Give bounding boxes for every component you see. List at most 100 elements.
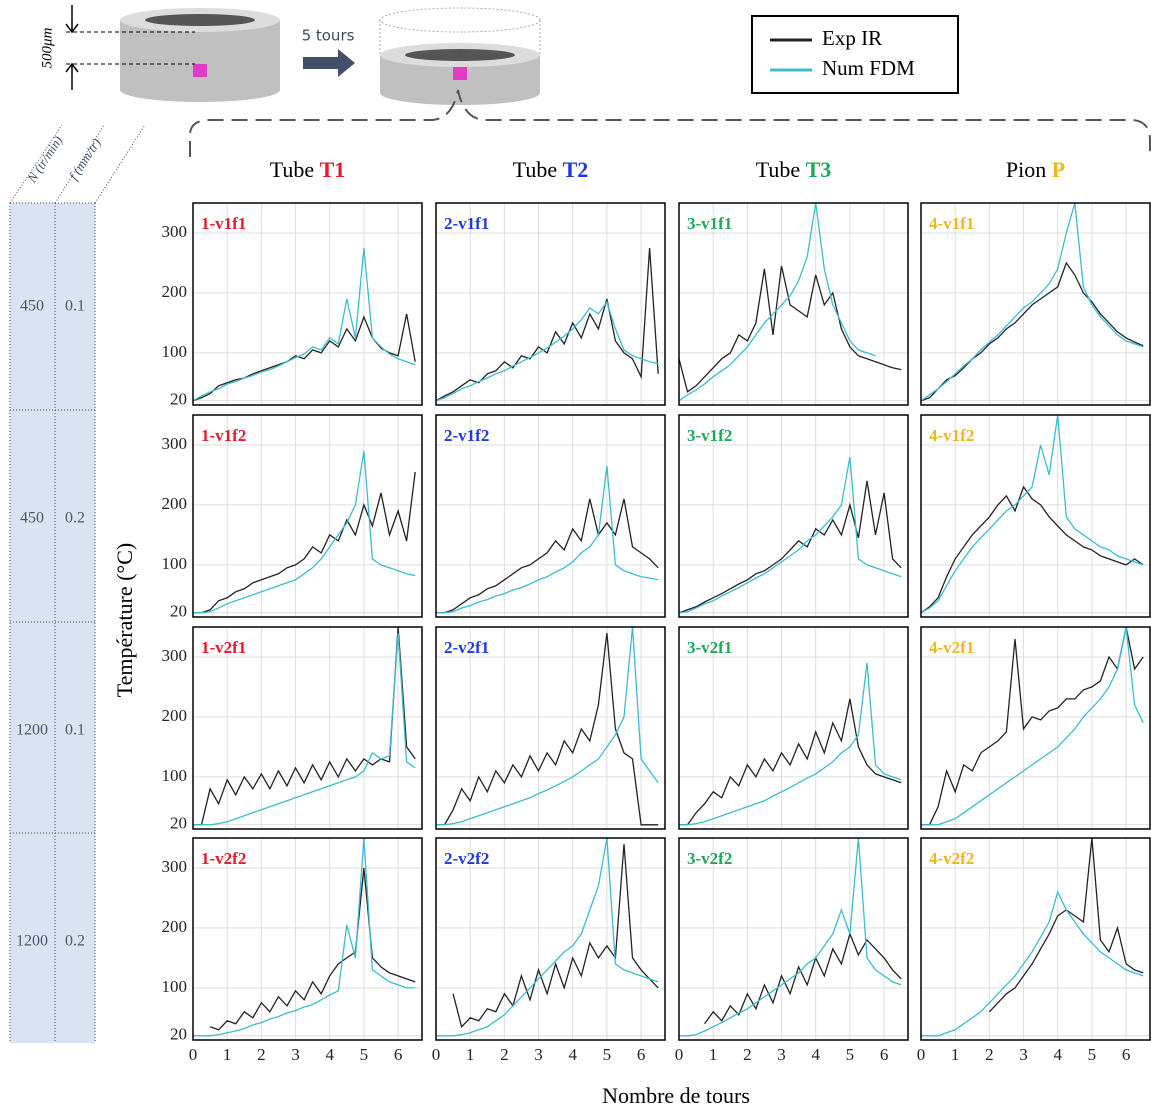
subplot-label: 1-v1f1	[201, 214, 246, 233]
bracket	[189, 89, 1151, 157]
subplot-label: 4-v1f1	[929, 214, 974, 233]
series-line	[921, 627, 1144, 826]
subplot: 4-v1f2	[920, 414, 1151, 618]
series-line	[436, 300, 659, 402]
subplot: 20 100 200 300 1-v1f1	[162, 202, 423, 409]
column-prefix: Tube	[513, 157, 557, 182]
plot-frame	[435, 202, 666, 406]
x-tick-label: 3	[777, 1045, 786, 1064]
subplot: 20 100 200 300 1-v1f2	[162, 414, 423, 621]
row-header-f: f (mm/tr)	[66, 136, 104, 183]
x-tick-label: 4	[325, 1045, 334, 1064]
subplot-label: 3-v2f1	[687, 638, 732, 657]
x-tick-label: 4	[568, 1045, 577, 1064]
series-line	[921, 415, 1144, 614]
series-line	[921, 261, 1144, 402]
cylinder-base	[380, 81, 540, 105]
plot-frame	[678, 202, 909, 406]
row-f: 0.2	[65, 933, 85, 950]
y-tick-label: 200	[162, 494, 188, 513]
row-n: 1200	[16, 722, 48, 739]
row-header-n: N (tr/min)	[24, 133, 66, 186]
subplot: 3-v1f2	[678, 414, 909, 618]
series-line	[704, 931, 902, 1025]
plot-frame	[192, 626, 423, 830]
plot-frame	[678, 837, 909, 1041]
subplot: 2-v1f2	[435, 414, 666, 618]
dim-heads	[65, 23, 79, 73]
subplot: 2-v1f1	[435, 202, 666, 406]
subplot: 3-v2f1	[678, 626, 909, 830]
series-line	[921, 203, 1144, 402]
row-n: 1200	[16, 933, 48, 950]
series-line	[436, 627, 659, 826]
x-tick-label: 2	[257, 1045, 266, 1064]
arrow	[303, 49, 355, 77]
x-tick-label: 4	[1053, 1045, 1062, 1064]
subplot: 0 1 2 3 4 5 6 3-v2f2	[675, 837, 909, 1064]
plot-frame	[192, 837, 423, 1041]
row-f: 0.1	[65, 722, 85, 739]
x-tick-label: 5	[1088, 1045, 1097, 1064]
subplot: 2-v2f1	[435, 626, 666, 830]
column-title: Tube T2	[513, 157, 589, 182]
subplot: 0 1 2 3 4 5 6 4-v2f2	[917, 837, 1151, 1064]
subplot-label: 2-v1f2	[444, 426, 489, 445]
series-line	[436, 838, 659, 1037]
cylinder-hole	[145, 14, 255, 26]
column-prefix: Pion	[1006, 157, 1046, 182]
subplot: 20 100 200 300 1-v2f1	[162, 626, 423, 833]
subplot: 0 1 2 3 4 5 6 2-v2f2	[432, 837, 666, 1064]
x-tick-label: 4	[811, 1045, 820, 1064]
series-line	[193, 450, 416, 614]
row-f: 0.1	[65, 298, 85, 315]
series-line	[193, 247, 416, 402]
subplot-label: 1-v1f2	[201, 426, 246, 445]
series-line	[679, 838, 902, 1037]
x-tick-label: 5	[360, 1045, 369, 1064]
plot-frame	[435, 626, 666, 830]
plot-frame	[920, 414, 1151, 618]
subplot-label: 4-v1f2	[929, 426, 974, 445]
x-tick-label: 5	[846, 1045, 855, 1064]
series-line	[679, 456, 902, 614]
plot-frame	[435, 414, 666, 618]
x-tick-label: 2	[743, 1045, 752, 1064]
sensor	[193, 64, 207, 77]
series-line	[436, 465, 659, 614]
y-tick-label: 20	[170, 390, 187, 409]
series-line	[193, 632, 416, 826]
series-line	[436, 247, 659, 402]
series-line	[436, 632, 659, 826]
series-line	[436, 498, 659, 614]
x-tick-label: 6	[394, 1045, 403, 1064]
plot-frame	[678, 414, 909, 618]
x-tick-label: 0	[189, 1045, 198, 1064]
series-line	[921, 890, 1144, 1037]
row-label-panel	[10, 203, 95, 1043]
subplot-label: 3-v1f1	[687, 214, 732, 233]
x-axis-label: Nombre de tours	[602, 1083, 750, 1108]
y-tick-label: 300	[162, 857, 188, 876]
y-tick-label: 100	[162, 977, 188, 996]
x-tick-label: 0	[432, 1045, 441, 1064]
y-tick-label: 100	[162, 342, 188, 361]
series-line	[921, 485, 1144, 614]
plot-frame	[920, 202, 1151, 406]
series-line	[193, 313, 416, 402]
y-tick-label: 200	[162, 917, 188, 936]
column-title: Tube T3	[756, 157, 832, 182]
subplot-label: 2-v2f1	[444, 638, 489, 657]
subplot-label: 4-v2f2	[929, 849, 974, 868]
plot-frame	[192, 202, 423, 406]
subplot: 20 100 200 300 0 1 2 3 4 5 6 1-v2f2	[162, 837, 423, 1064]
height-label: 500μm	[39, 27, 55, 68]
x-tick-label: 6	[1122, 1045, 1131, 1064]
series-line	[452, 843, 659, 1029]
subplot: 3-v1f1	[678, 202, 909, 406]
series-line	[679, 698, 902, 826]
series-line	[679, 480, 902, 614]
series-line	[679, 662, 902, 826]
x-tick-label: 1	[951, 1045, 960, 1064]
